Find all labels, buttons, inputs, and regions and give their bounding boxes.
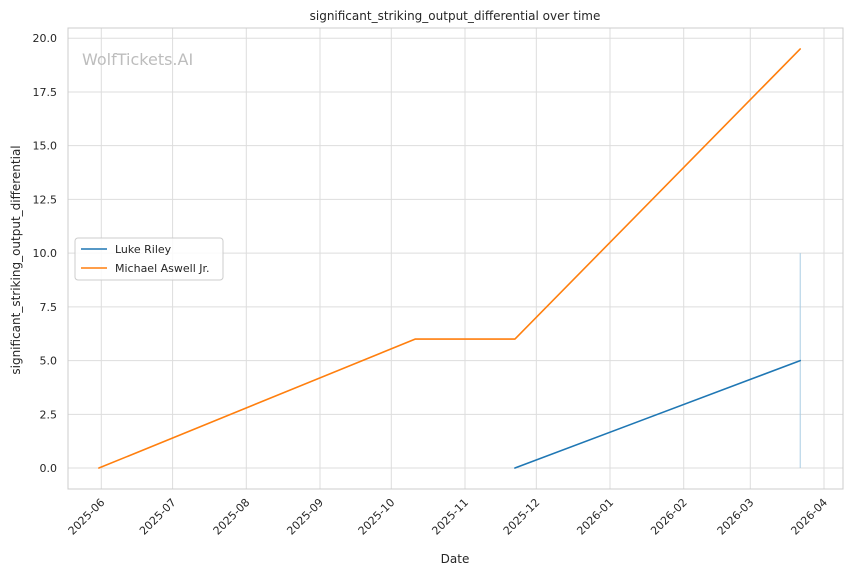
y-tick-label: 15.0 xyxy=(33,140,58,153)
y-tick-label: 5.0 xyxy=(40,355,58,368)
y-tick-label: 17.5 xyxy=(33,86,58,99)
y-axis-label: significant_striking_output_differential xyxy=(9,145,23,374)
legend-entry-label: Luke Riley xyxy=(115,243,172,256)
y-tick-label: 10.0 xyxy=(33,247,58,260)
legend-box xyxy=(74,237,224,281)
series-layer xyxy=(98,48,802,469)
y-tick-label: 2.5 xyxy=(40,408,58,421)
y-axis: 0.0 2.5 5.0 7.5 10.0 12.5 15.0 17.5 20.0 xyxy=(33,32,58,475)
y-tick-label: 20.0 xyxy=(33,32,58,45)
x-axis-label: Date xyxy=(441,552,470,566)
y-tick-label: 12.5 xyxy=(33,193,58,206)
plot-frame xyxy=(67,27,844,490)
chart-title: significant_striking_output_differential… xyxy=(310,9,601,23)
series-line-1 xyxy=(98,48,802,469)
grid xyxy=(68,28,843,489)
legend: Luke Riley Michael Aswell Jr. xyxy=(74,237,224,281)
y-tick-label: 7.5 xyxy=(40,301,58,314)
legend-entry-label: Michael Aswell Jr. xyxy=(115,262,210,275)
y-tick-label: 0.0 xyxy=(40,462,58,475)
series-line-0 xyxy=(514,359,802,469)
watermark: WolfTickets.AI xyxy=(82,50,193,69)
